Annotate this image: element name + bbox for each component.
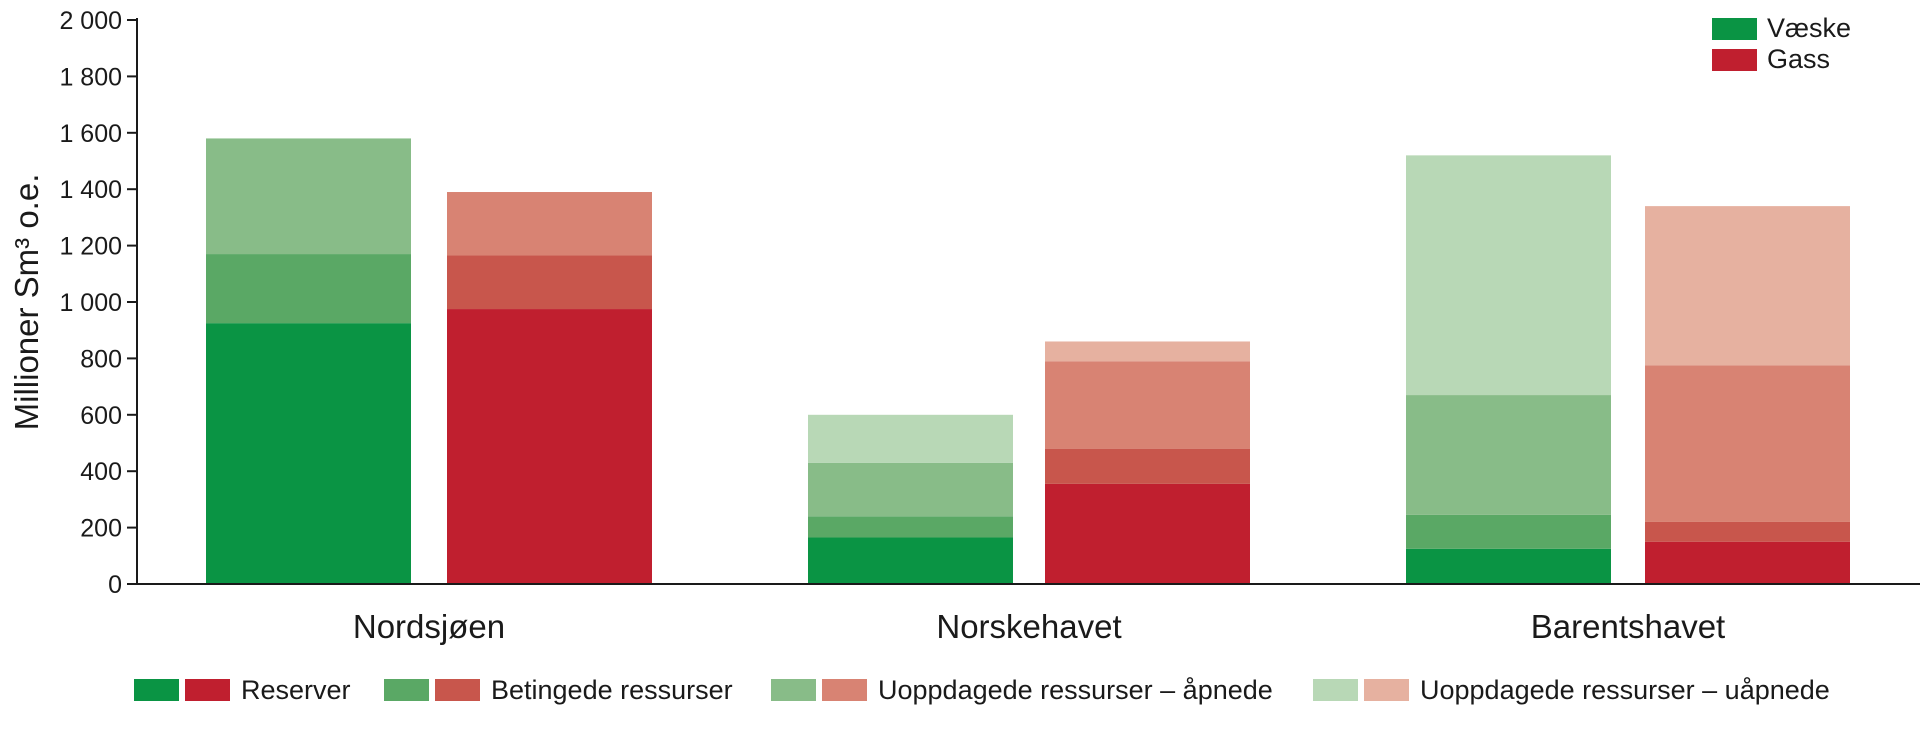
bar-segment <box>1406 155 1611 396</box>
legend-level-label: Betingede ressurser <box>491 675 733 705</box>
x-category-label: Nordsjøen <box>353 608 505 645</box>
bar-segment <box>808 414 1013 463</box>
legend-level-swatch-væske <box>384 679 429 701</box>
legend-level-label: Reserver <box>241 675 351 705</box>
legend-level-swatch-gass <box>822 679 867 701</box>
bar-segment <box>1645 541 1850 584</box>
legend-level-swatch-væske <box>134 679 179 701</box>
bar-segment <box>206 254 411 324</box>
bar-segment <box>206 138 411 255</box>
bar-segment <box>808 516 1013 538</box>
legend-group-label: Gass <box>1767 44 1830 74</box>
bar-segment <box>808 462 1013 517</box>
y-tick-label: 600 <box>80 402 122 430</box>
bar-segment <box>1645 206 1850 366</box>
legend-level-label: Uoppdagede ressurser – uåpnede <box>1420 675 1830 705</box>
legend-level-swatch-gass <box>435 679 480 701</box>
legend-level-swatch-gass <box>185 679 230 701</box>
bar-segment <box>206 323 411 584</box>
bar-segment <box>1045 361 1250 449</box>
y-tick-label: 0 <box>108 571 122 599</box>
y-tick-label: 1 200 <box>59 233 122 261</box>
bar-segment <box>1045 341 1250 362</box>
bar-segment <box>1406 514 1611 549</box>
y-tick-label: 1 400 <box>59 176 122 204</box>
legend-levels: Reserver Betingede ressurser Uoppdagede re… <box>134 675 1830 705</box>
bars-layer <box>206 138 1850 584</box>
y-tick-label: 2 000 <box>59 7 122 35</box>
labels-layer: 0 200 400 600 800 1 000 1 200 1 400 1 600 1 800 2 … <box>8 7 1725 645</box>
x-category-label: Norskehavet <box>936 608 1121 645</box>
y-axis-title: Millioner Sm³ o.e. <box>8 174 45 431</box>
bar-segment <box>1406 548 1611 584</box>
y-tick-label: 200 <box>80 515 122 543</box>
y-tick-label: 1 800 <box>59 63 122 91</box>
y-tick-label: 400 <box>80 458 122 486</box>
bar-segment <box>1045 483 1250 584</box>
legend-group-swatch <box>1712 49 1757 71</box>
legend-level-label: Uoppdagede ressurser – åpnede <box>878 675 1273 705</box>
bar-segment <box>447 309 652 584</box>
y-tick-label: 800 <box>80 345 122 373</box>
legend-group-swatch <box>1712 18 1757 40</box>
bar-segment <box>808 537 1013 584</box>
legend-level-swatch-gass <box>1364 679 1409 701</box>
legend-level-swatch-væske <box>771 679 816 701</box>
legend-level-swatch-væske <box>1313 679 1358 701</box>
legend-group-label: Væske <box>1767 13 1851 43</box>
bar-segment <box>447 255 652 310</box>
bar-segment <box>1645 365 1850 522</box>
bar-segment <box>447 192 652 256</box>
bar-segment <box>1645 521 1850 542</box>
axes-layer <box>127 18 1920 585</box>
bar-segment <box>1406 395 1611 515</box>
y-tick-label: 1 600 <box>59 120 122 148</box>
x-category-label: Barentshavet <box>1531 608 1725 645</box>
bar-segment <box>1045 448 1250 484</box>
y-tick-label: 1 000 <box>59 289 122 317</box>
